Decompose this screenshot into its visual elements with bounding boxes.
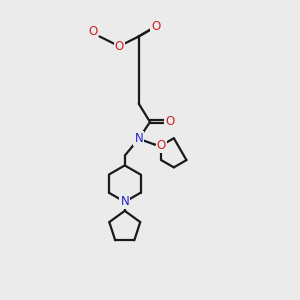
Text: O: O <box>165 116 174 128</box>
Text: O: O <box>151 20 160 33</box>
Text: N: N <box>134 132 143 145</box>
Text: O: O <box>88 25 97 38</box>
Text: N: N <box>120 195 129 208</box>
Text: O: O <box>157 139 166 152</box>
Text: O: O <box>115 40 124 53</box>
